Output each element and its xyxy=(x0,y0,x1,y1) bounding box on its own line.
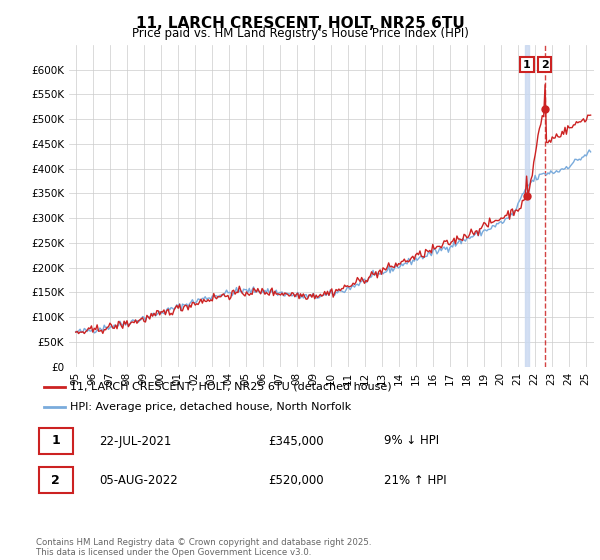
Text: 1: 1 xyxy=(51,435,60,447)
Text: Contains HM Land Registry data © Crown copyright and database right 2025.
This d: Contains HM Land Registry data © Crown c… xyxy=(36,538,371,557)
Text: 21% ↑ HPI: 21% ↑ HPI xyxy=(385,474,447,487)
Text: Price paid vs. HM Land Registry's House Price Index (HPI): Price paid vs. HM Land Registry's House … xyxy=(131,27,469,40)
Text: 22-JUL-2021: 22-JUL-2021 xyxy=(100,435,172,447)
Bar xyxy=(525,45,529,367)
FancyBboxPatch shape xyxy=(38,428,73,454)
Text: 2: 2 xyxy=(541,59,548,69)
Text: 2: 2 xyxy=(51,474,60,487)
Text: £345,000: £345,000 xyxy=(268,435,324,447)
Text: 11, LARCH CRESCENT, HOLT, NR25 6TU: 11, LARCH CRESCENT, HOLT, NR25 6TU xyxy=(136,16,464,31)
Text: £520,000: £520,000 xyxy=(268,474,324,487)
Text: 05-AUG-2022: 05-AUG-2022 xyxy=(100,474,178,487)
Text: 11, LARCH CRESCENT, HOLT, NR25 6TU (detached house): 11, LARCH CRESCENT, HOLT, NR25 6TU (deta… xyxy=(70,382,392,392)
Text: 1: 1 xyxy=(523,59,531,69)
FancyBboxPatch shape xyxy=(38,467,73,493)
Text: HPI: Average price, detached house, North Norfolk: HPI: Average price, detached house, Nort… xyxy=(70,402,352,412)
Text: 9% ↓ HPI: 9% ↓ HPI xyxy=(385,435,440,447)
